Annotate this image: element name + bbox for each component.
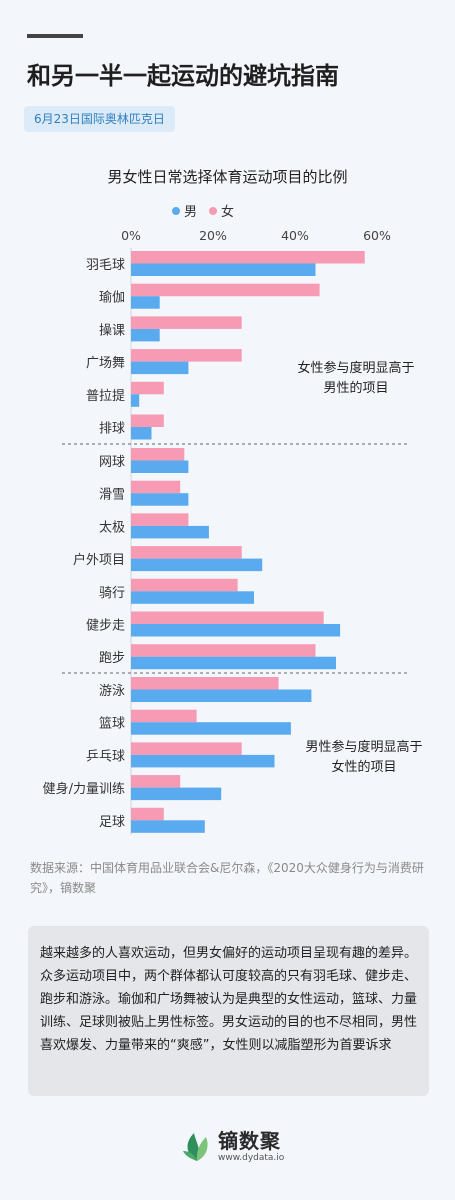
x-tick-label: 20% bbox=[199, 228, 227, 243]
bar-male bbox=[131, 624, 341, 637]
bar-female bbox=[131, 742, 242, 755]
bar-male bbox=[131, 427, 152, 440]
bar-female bbox=[131, 644, 316, 657]
legend-female-label: 女 bbox=[221, 204, 234, 220]
bar-male bbox=[131, 328, 160, 342]
category-label: 乒乓球 bbox=[86, 749, 125, 764]
category-label: 普拉提 bbox=[86, 388, 125, 404]
title-accent-bar bbox=[27, 34, 83, 38]
logo-url: www.dydata.io bbox=[218, 1153, 285, 1163]
bar-male bbox=[131, 787, 222, 801]
bar-male bbox=[131, 361, 189, 375]
group-annotation: 女性的项目 bbox=[331, 759, 396, 775]
date-badge: 6月23日国际奥林匹克日 bbox=[24, 106, 175, 132]
category-label: 操课 bbox=[99, 322, 125, 338]
category-label: 广场舞 bbox=[86, 356, 125, 371]
bar-male bbox=[131, 493, 189, 506]
legend-male-label: 男 bbox=[184, 205, 197, 220]
category-label: 羽毛球 bbox=[86, 258, 125, 273]
bar-female bbox=[131, 709, 197, 723]
category-label: 滑雪 bbox=[99, 488, 125, 503]
bar-female bbox=[131, 546, 242, 559]
bar-female bbox=[131, 677, 279, 690]
bar-male bbox=[131, 689, 312, 702]
bar-male bbox=[131, 820, 205, 833]
category-label: 跑步 bbox=[99, 651, 125, 666]
x-tick-label: 60% bbox=[363, 228, 391, 243]
bar-chart: 男 女 0% 20% 40% 60% 羽毛球瑜伽操课广场舞普拉提排球网球滑雪太极户外项目骑行… bbox=[43, 204, 423, 835]
bar-female bbox=[131, 316, 242, 329]
page-title: 和另一半一起运动的避坑指南 bbox=[27, 62, 339, 90]
category-label: 篮球 bbox=[99, 717, 125, 732]
legend-male-swatch bbox=[172, 207, 180, 215]
bar-male bbox=[131, 296, 160, 309]
category-label: 健步走 bbox=[86, 619, 125, 634]
bar-male bbox=[131, 525, 209, 539]
bar-male bbox=[131, 722, 291, 735]
brand-logo: 镝数聚 www.dydata.io bbox=[182, 1130, 284, 1164]
category-label: 网球 bbox=[99, 455, 125, 470]
data-source: 数据来源：中国体育用品业联合会&尼尔森，《2020大众健身行为与消费研究》，镝数… bbox=[30, 861, 424, 895]
group-annotation: 男性的项目 bbox=[323, 380, 388, 396]
logo-name: 镝数聚 bbox=[218, 1129, 281, 1153]
category-label: 足球 bbox=[99, 815, 125, 830]
bar-female bbox=[131, 251, 365, 264]
bar-female bbox=[131, 283, 320, 297]
category-label: 户外项目 bbox=[73, 552, 125, 568]
bar-female bbox=[131, 807, 164, 821]
category-label: 健身/力量训练 bbox=[43, 781, 125, 797]
bar-female bbox=[131, 381, 164, 395]
summary-box: 越来越多的人喜欢运动，但男女偏好的运动项目呈现有趣的差异。众多运动项目中，两个群… bbox=[28, 926, 429, 1096]
category-label: 游泳 bbox=[99, 684, 125, 699]
bar-male bbox=[131, 460, 189, 473]
legend-female-swatch bbox=[209, 207, 217, 215]
bar-female bbox=[131, 480, 181, 494]
bar-male bbox=[131, 394, 140, 407]
bar-female bbox=[131, 611, 324, 624]
bar-male bbox=[131, 263, 316, 276]
group-annotation: 女性参与度明显高于 bbox=[297, 360, 414, 376]
bar-female bbox=[131, 414, 164, 427]
bar-female bbox=[131, 513, 189, 526]
bar-female bbox=[131, 775, 181, 788]
category-label: 太极 bbox=[99, 520, 125, 535]
x-tick-label: 40% bbox=[281, 228, 309, 243]
bar-female bbox=[131, 349, 242, 362]
leaf-icon bbox=[183, 1133, 208, 1161]
bar-male bbox=[131, 558, 263, 572]
bar-male bbox=[131, 754, 275, 768]
bar-female bbox=[131, 448, 185, 461]
bar-female bbox=[131, 578, 238, 592]
category-label: 排球 bbox=[99, 422, 125, 437]
category-label: 瑜伽 bbox=[99, 291, 125, 306]
chart-title: 男女性日常选择体育运动项目的比例 bbox=[107, 168, 348, 186]
bar-male bbox=[131, 656, 336, 670]
bar-male bbox=[131, 591, 254, 604]
group-annotation: 男性参与度明显高于 bbox=[305, 739, 422, 755]
x-tick-label: 0% bbox=[121, 228, 141, 243]
category-label: 骑行 bbox=[99, 586, 125, 601]
